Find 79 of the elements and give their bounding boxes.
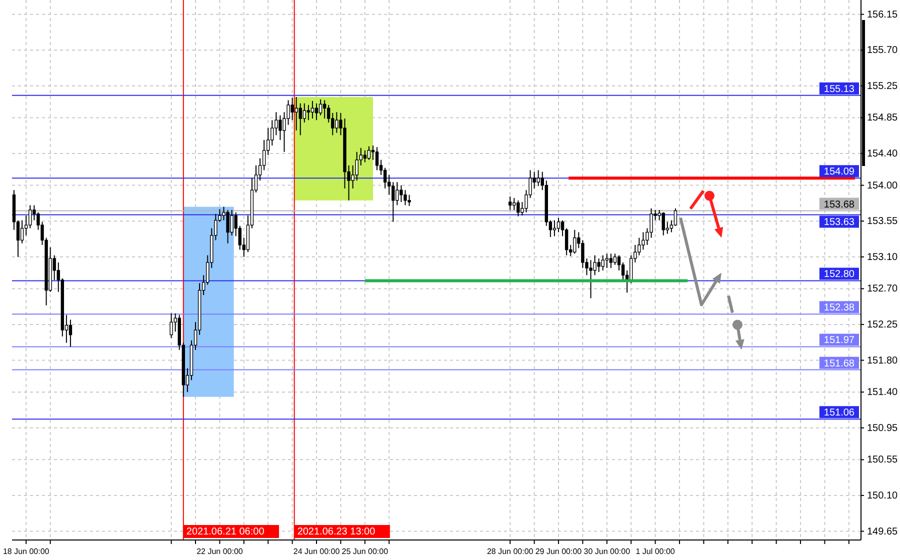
candlestick — [335, 112, 338, 134]
y-tick-label: 151.80 — [867, 354, 898, 366]
x-tick-label: 24 Jun 00:00 — [293, 547, 340, 556]
x-tick-label: 25 Jun 00:00 — [342, 547, 389, 556]
candlestick — [613, 253, 617, 266]
x-tick-label: 1 Jul 00:00 — [636, 547, 676, 556]
candlestick — [367, 146, 371, 160]
y-tick-label: 152.70 — [867, 283, 898, 294]
candlestick — [375, 146, 379, 171]
candlestick — [318, 98, 322, 116]
ref-line-label: 152.80 — [824, 268, 855, 280]
ref-line-label: 151.06 — [824, 407, 855, 418]
ref-line-label: 151.97 — [824, 334, 855, 346]
ref-line-label: 151.68 — [824, 358, 855, 369]
candlestick — [306, 104, 310, 121]
candlestick — [662, 212, 665, 236]
candlestick — [642, 232, 645, 250]
y-tick-label: 149.65 — [867, 526, 898, 537]
candlestick — [20, 220, 24, 244]
candlestick — [605, 253, 609, 269]
y-tick-label: 152.25 — [867, 319, 898, 330]
candlestick — [536, 170, 540, 187]
ref-line-label: 153.63 — [824, 216, 855, 228]
candlestick — [290, 97, 294, 121]
candlestick — [331, 112, 334, 136]
y-tick-label: 154.85 — [867, 112, 898, 124]
candlestick — [601, 254, 604, 271]
ref-line-label: 154.09 — [824, 166, 855, 178]
y-tick-label: 156.15 — [867, 8, 898, 20]
candlestick — [314, 102, 318, 121]
candlestick — [404, 190, 407, 206]
x-tick-label: 18 Jun 00:00 — [2, 547, 50, 556]
x-tick-label: 30 Jun 00:00 — [584, 547, 631, 556]
candlestick — [392, 182, 395, 222]
y-tick-label: 150.55 — [867, 454, 898, 466]
candlestick — [650, 208, 653, 238]
candlestick — [310, 100, 314, 119]
y-tick-label: 154.40 — [867, 148, 898, 160]
candlestick — [363, 150, 367, 163]
y-tick-label: 151.40 — [867, 386, 898, 398]
y-tick-label: 150.95 — [867, 422, 898, 434]
x-tick-label: 29 Jun 00:00 — [535, 547, 582, 556]
candlestick — [226, 209, 230, 244]
candlestick — [556, 217, 560, 233]
candlestick — [302, 102, 306, 123]
candlestick — [298, 102, 302, 136]
candlestick — [609, 253, 613, 269]
candlestick — [674, 208, 678, 226]
candlestick — [230, 209, 234, 236]
candlestick — [508, 196, 512, 210]
ref-line-label: 155.13 — [824, 84, 855, 95]
candlestick — [278, 114, 282, 140]
ref-line-label: 152.38 — [824, 302, 855, 314]
y-tick-label: 155.25 — [867, 80, 898, 92]
candlestick — [516, 200, 520, 217]
candlestick — [396, 182, 399, 206]
y-tick-label: 153.55 — [867, 216, 898, 227]
candlestick — [68, 319, 72, 348]
y-tick-label: 154.00 — [867, 180, 898, 191]
candlestick — [170, 312, 173, 338]
candlestick — [408, 194, 411, 206]
candlestick — [294, 96, 298, 131]
candlestick — [270, 120, 274, 146]
y-tick-label: 153.10 — [867, 252, 898, 263]
candlestick — [589, 260, 592, 299]
candlestick — [597, 258, 600, 272]
candlestick — [383, 167, 387, 189]
y-tick-label: 155.70 — [867, 44, 898, 56]
ref-line-label: 2021.06.21 06:00 — [186, 526, 265, 538]
y-tick-label: 150.10 — [867, 490, 898, 502]
candlestick — [28, 204, 32, 229]
x-tick-label: 22 Jun 00:00 — [196, 547, 244, 556]
candlestick — [512, 198, 516, 210]
ref-line-label: 2021.06.23 13:00 — [297, 526, 376, 538]
x-tick-label: 28 Jun 00:00 — [486, 547, 534, 556]
ref-line-label: 153.68 — [824, 198, 855, 210]
candlestick — [400, 184, 403, 203]
candlestick — [322, 100, 326, 119]
candlestick — [573, 229, 576, 254]
